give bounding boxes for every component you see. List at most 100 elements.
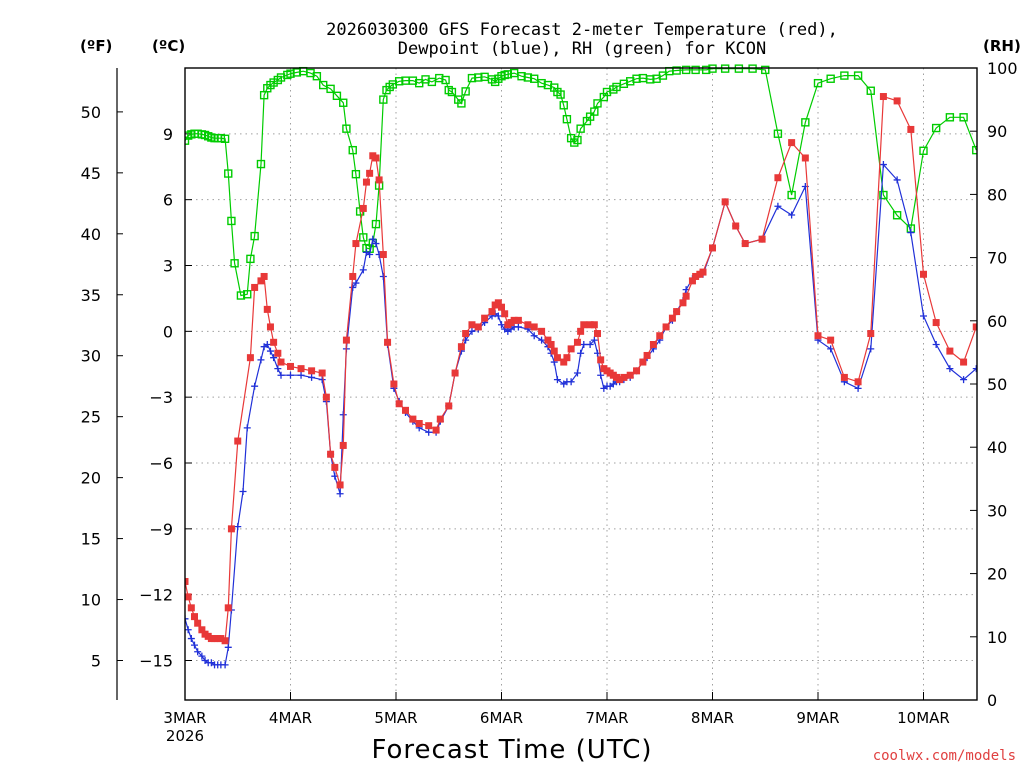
dewpoint-point <box>336 490 344 498</box>
celsius-tick-label: −6 <box>149 454 173 473</box>
temperature-point <box>415 420 423 427</box>
dewpoint-point <box>498 321 505 329</box>
rh-point <box>379 95 388 104</box>
fahrenheit-tick-label: 40 <box>81 225 101 244</box>
dewpoint-point <box>274 365 282 373</box>
dewpoint-point <box>893 176 901 184</box>
dewpoint-point <box>352 279 360 287</box>
temperature-point <box>867 330 875 338</box>
temperature-point <box>468 321 476 329</box>
temperature-point <box>907 125 915 133</box>
temperature-point <box>586 321 594 329</box>
celsius-tick-label: −3 <box>149 388 173 407</box>
rh-tick-label: 70 <box>987 249 1007 268</box>
x-tick-label: 5MAR <box>374 709 417 727</box>
rh-point <box>326 84 335 94</box>
rh-point <box>826 74 835 83</box>
temperature-point <box>932 319 940 327</box>
temperature-point <box>547 341 555 348</box>
temperature-point <box>217 635 225 643</box>
dewpoint-point <box>349 283 357 291</box>
temperature-point <box>920 270 927 278</box>
rh-tick-label: 20 <box>987 565 1007 584</box>
dewpoint-point <box>270 354 278 362</box>
temperature-point <box>457 343 465 351</box>
x-tick-label: 3MAR <box>163 709 206 727</box>
dewpoint-point <box>339 411 347 419</box>
dewpoint-point <box>946 365 954 373</box>
temperature-point <box>544 336 552 344</box>
dewpoint-point <box>221 661 229 669</box>
temperature-point <box>474 323 482 331</box>
rh-point <box>530 74 539 83</box>
chart-subtitle: Dewpoint (blue), RH (green) for KCON <box>398 39 766 59</box>
temperature-point <box>616 376 624 384</box>
temperature-point <box>827 336 835 344</box>
rh-tick-label: 90 <box>987 122 1007 141</box>
temperature-point <box>788 139 796 147</box>
celsius-tick-label: −12 <box>139 586 173 605</box>
dewpoint-point <box>308 373 316 381</box>
dewpoint-point <box>243 424 251 432</box>
rh-tick-label: 30 <box>987 501 1007 520</box>
dewpoint-point <box>198 652 206 660</box>
dewpoint-point <box>854 384 862 392</box>
temperature-point <box>573 338 581 346</box>
temperature-point <box>501 310 509 318</box>
fahrenheit-tick-label: 5 <box>91 652 101 671</box>
rh-point <box>312 72 322 81</box>
dewpoint-point <box>187 635 195 643</box>
rh-tick-label: 40 <box>987 438 1007 457</box>
rh-point <box>220 134 230 143</box>
celsius-tick-label: 9 <box>163 125 173 144</box>
temperature-point <box>514 316 522 324</box>
rh-point <box>243 290 252 299</box>
dewpoint-point <box>266 347 274 355</box>
rh-point <box>441 75 450 85</box>
temperature-point <box>643 351 651 359</box>
temperature-point <box>620 373 628 381</box>
temperature-point <box>221 637 229 645</box>
rh-point <box>185 136 190 145</box>
temperature-series <box>185 93 977 645</box>
temperature-point <box>577 327 585 335</box>
temperature-point <box>721 198 729 206</box>
dewpoint-point <box>297 371 305 379</box>
x-tick-label: 10MAR <box>897 709 950 727</box>
temperature-point <box>308 367 316 375</box>
rh-tick-label: 60 <box>987 312 1007 331</box>
x-tick-sublabel: 2026 <box>166 727 204 745</box>
rh-point <box>359 233 368 242</box>
temperature-point <box>972 323 977 331</box>
dewpoint-line <box>185 163 977 666</box>
dewpoint-point <box>379 272 387 280</box>
rh-point <box>787 190 796 200</box>
dewpoint-point <box>318 376 326 384</box>
dewpoint-point <box>879 161 887 169</box>
temperature-point <box>187 604 195 612</box>
rh-point <box>585 112 595 121</box>
dewpoint-point <box>774 202 782 210</box>
temperature-point <box>594 330 602 338</box>
credit-text: coolwx.com/models <box>873 748 1016 764</box>
rh-point <box>672 66 681 75</box>
dewpoint-point <box>468 327 476 335</box>
rh-point <box>931 123 941 133</box>
celsius-tick-label: −9 <box>149 520 173 539</box>
rh-point <box>691 65 700 75</box>
rh-point <box>332 91 342 101</box>
dewpoint-point <box>920 312 927 320</box>
rh-point <box>461 87 470 96</box>
plot-frame <box>184 67 978 701</box>
dewpoint-point <box>359 266 367 274</box>
rh-tick-label: 100 <box>987 59 1018 78</box>
rh-series <box>185 64 977 300</box>
temperature-point <box>481 314 489 322</box>
dewpoint-point <box>573 369 581 377</box>
x-tick-label: 9MAR <box>796 709 839 727</box>
dewpoint-point <box>190 641 198 649</box>
rh-point <box>892 211 902 220</box>
temperature-point <box>336 481 344 489</box>
temperature-point <box>590 321 598 329</box>
temperature-point <box>662 323 670 331</box>
